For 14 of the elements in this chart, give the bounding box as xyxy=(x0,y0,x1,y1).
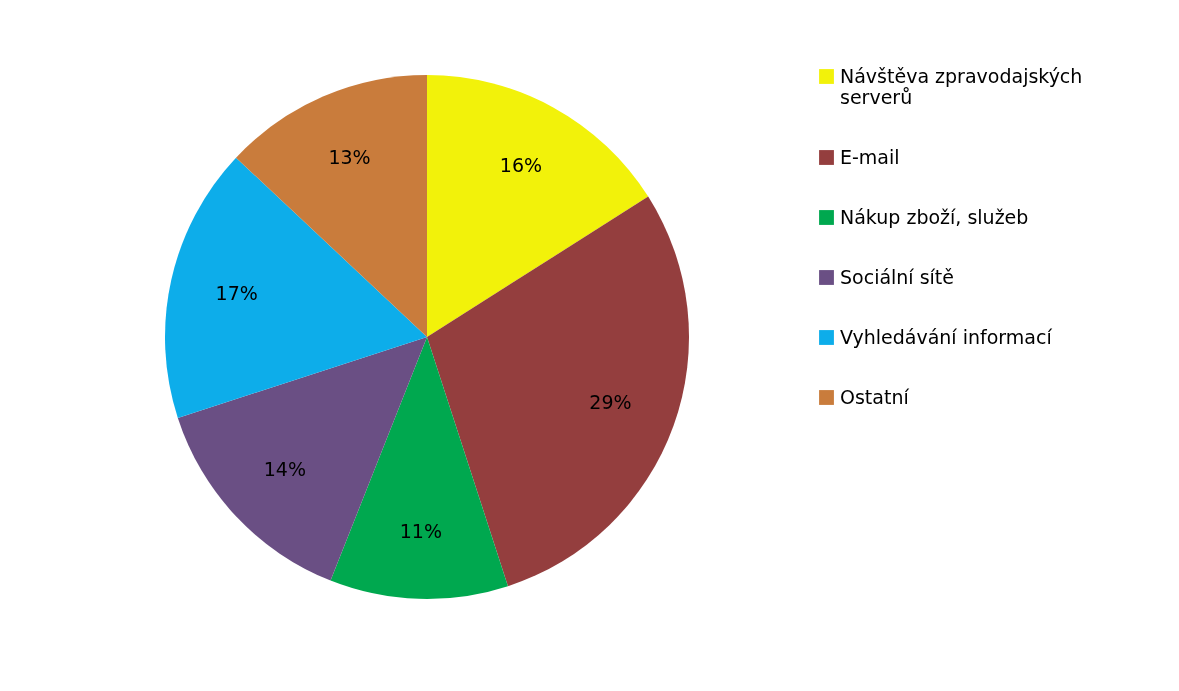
legend-label: Sociální sítě xyxy=(840,265,955,288)
pie-slice xyxy=(427,75,649,337)
data-label: 11% xyxy=(399,519,442,542)
legend-label: Návštěva zpravodajských serverů xyxy=(840,64,1083,108)
legend-label: Ostatní xyxy=(840,385,910,408)
data-label: 14% xyxy=(263,458,306,481)
data-label: 16% xyxy=(499,154,543,177)
data-label: 17% xyxy=(215,282,258,305)
legend-label: Nákup zboží, služeb xyxy=(840,205,1029,228)
legend-label: E-mail xyxy=(840,145,900,168)
pie-slice xyxy=(330,337,508,599)
data-label: 29% xyxy=(589,391,632,414)
data-label: 13% xyxy=(328,146,371,169)
legend-label: Vyhledávání informací xyxy=(840,325,1053,348)
